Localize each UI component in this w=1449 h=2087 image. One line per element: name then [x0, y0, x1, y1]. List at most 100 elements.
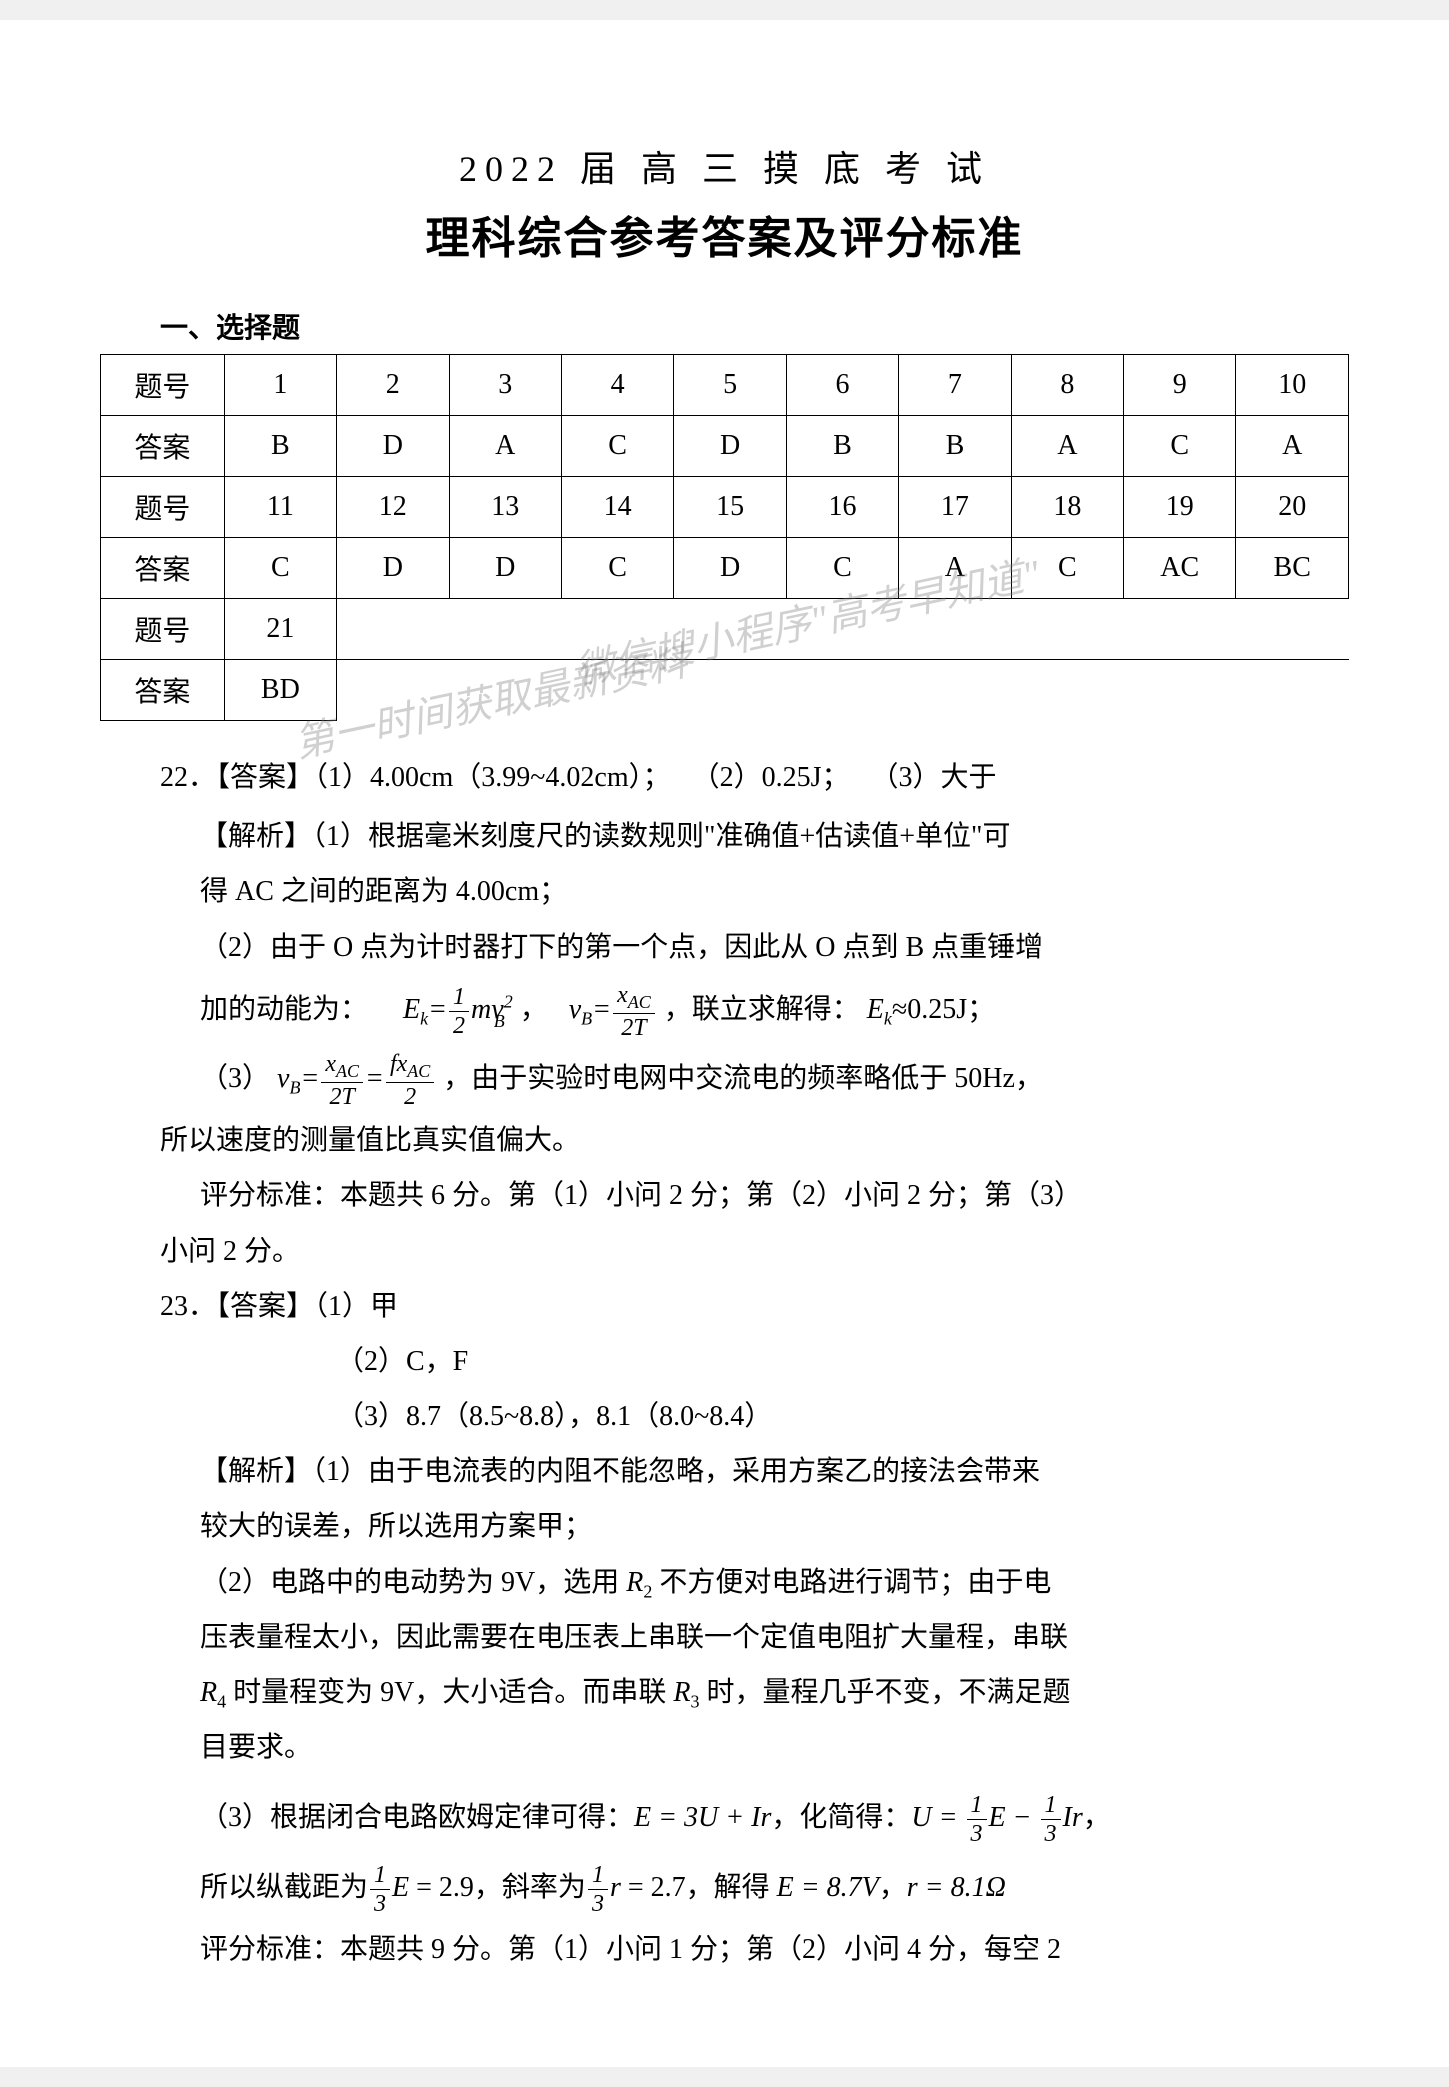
title-line-1: 2022 届 高 三 摸 底 考 试 [100, 140, 1349, 192]
answer-label: 【答案】 [216, 762, 314, 793]
formula: U = 13E − 13Ir [911, 1802, 1082, 1833]
section-heading-1: 一、选择题 [160, 306, 1349, 346]
table-cell: D [337, 416, 449, 477]
table-cell: D [337, 538, 449, 599]
table-cell: C [1124, 416, 1236, 477]
score-text: 评分标准：本题共 9 分。第（1）小问 1 分；第（2）小问 4 分，每空 2 [200, 1934, 1061, 1965]
explanation-text: （2）由于 O 点为计时器打下的第一个点，因此从 O 点到 B 点重锤增 [200, 932, 1043, 963]
text: ，斜率为 [474, 1872, 586, 1903]
answer-text: （1）4.00cm（3.99~4.02cm）； [314, 762, 671, 793]
table-cell: A [1011, 416, 1123, 477]
table-row: 题号 1 2 3 4 5 6 7 8 9 10 [101, 355, 1349, 416]
table-cell: 4 [561, 355, 673, 416]
answer-label: 【答案】 [216, 1291, 314, 1322]
explanation-text: （1）根据毫米刻度尺的读数规则"准确值+估读值+单位"可 [312, 821, 1010, 852]
text: ，化简得： [771, 1802, 911, 1833]
explanation-label: 【解析】 [200, 821, 312, 852]
table-cell: D [674, 416, 786, 477]
table-cell: 12 [337, 477, 449, 538]
text: ≈0.25J； [892, 994, 995, 1025]
explanation-text: 所以速度的测量值比真实值偏大。 [160, 1125, 580, 1156]
explanation-text: ，由于实验时电网中交流电的频率略低于 50Hz， [443, 1063, 1043, 1094]
table-cell: 6 [786, 355, 898, 416]
answer-text: （2）C，F [336, 1346, 468, 1377]
table-cell: D [674, 538, 786, 599]
table-cell: A [1236, 416, 1349, 477]
table-cell: D [449, 538, 561, 599]
question-number: 23． [160, 1291, 216, 1322]
table-cell: 7 [899, 355, 1011, 416]
text: ，联立求解得： [664, 994, 860, 1025]
row-label: 答案 [101, 538, 225, 599]
score-text: 评分标准：本题共 6 分。第（1）小问 2 分；第（2）小问 2 分；第（3） [200, 1180, 1082, 1211]
answer-text: （3）大于 [871, 762, 997, 793]
text: ， [1083, 1802, 1111, 1833]
explanation-text: 时量程变为 9V，大小适合。而串联 [226, 1677, 673, 1708]
row-label: 答案 [101, 660, 225, 721]
text: ，解得 [686, 1872, 777, 1903]
score-text: 小问 2 分。 [160, 1236, 300, 1267]
explanation-text: 加的动能为： [200, 994, 368, 1025]
table-cell: 3 [449, 355, 561, 416]
table-cell: C [561, 416, 673, 477]
text: = 2.9 [416, 1872, 474, 1903]
question-23: 23．【答案】（1）甲 （2）C，F （3）8.7（8.5~8.8），8.1（8… [160, 1280, 1349, 1976]
explanation-text: （2）电路中的电动势为 9V，选用 [200, 1567, 626, 1598]
table-row: 答案 C D D C D C A C AC BC [101, 538, 1349, 599]
table-cell: 16 [786, 477, 898, 538]
subscript: 4 [217, 1692, 226, 1712]
row-label: 题号 [101, 599, 225, 660]
empty-cell [337, 660, 1349, 721]
explanation-text: 所以纵截距为 [200, 1872, 368, 1903]
explanation-text: 不方便对电路进行调节；由于电 [652, 1567, 1051, 1598]
document-page: 2022 届 高 三 摸 底 考 试 理科综合参考答案及评分标准 一、选择题 题… [0, 20, 1449, 2067]
explanation-text: （1）由于电流表的内阻不能忽略，采用方案乙的接法会带来 [312, 1456, 1040, 1487]
row-label: 题号 [101, 477, 225, 538]
formula: vB=xAC2T=fxAC2 [277, 1063, 436, 1094]
table-cell: BC [1236, 538, 1349, 599]
explanation-text: 时，量程几乎不变，不满足题 [699, 1677, 1070, 1708]
table-cell: 20 [1236, 477, 1349, 538]
formula: E = 8.7V [777, 1872, 879, 1903]
formula: r = 8.1Ω [907, 1872, 1006, 1903]
table-cell: A [449, 416, 561, 477]
variable: R [626, 1567, 643, 1598]
table-cell: 11 [224, 477, 336, 538]
table-cell: C [1011, 538, 1123, 599]
table-cell: 17 [899, 477, 1011, 538]
table-cell: 14 [561, 477, 673, 538]
explanation-text: 目要求。 [200, 1732, 312, 1763]
table-cell: 5 [674, 355, 786, 416]
table-cell: 21 [224, 599, 336, 660]
explanation-label: 【解析】 [200, 1456, 312, 1487]
answer-table: 题号 1 2 3 4 5 6 7 8 9 10 答案 B D A C D B B… [100, 354, 1349, 721]
explanation-text: （3）根据闭合电路欧姆定律可得： [200, 1802, 634, 1833]
answer-text: （1）甲 [314, 1291, 398, 1322]
explanation-text: 较大的误差，所以选用方案甲； [200, 1511, 592, 1542]
table-cell: A [899, 538, 1011, 599]
table-cell: 2 [337, 355, 449, 416]
explanation-text: 得 AC 之间的距离为 4.00cm； [200, 876, 567, 907]
explanation-text: （3） [200, 1063, 270, 1094]
table-cell: B [899, 416, 1011, 477]
row-label: 答案 [101, 416, 225, 477]
table-cell: 10 [1236, 355, 1349, 416]
table-cell: 13 [449, 477, 561, 538]
explanation-text: 压表量程太小，因此需要在电压表上串联一个定值电阻扩大量程，串联 [200, 1622, 1068, 1653]
variable: R [200, 1677, 217, 1708]
table-cell: B [786, 416, 898, 477]
answer-text: （3）8.7（8.5~8.8），8.1（8.0~8.4） [336, 1401, 772, 1432]
table-row: 题号 21 [101, 599, 1349, 660]
table-cell: AC [1124, 538, 1236, 599]
table-row: 答案 B D A C D B B A C A [101, 416, 1349, 477]
table-cell: BD [224, 660, 336, 721]
variable: R [673, 1677, 690, 1708]
formula: Ek [867, 994, 892, 1025]
table-row: 题号 11 12 13 14 15 16 17 18 19 20 [101, 477, 1349, 538]
table-cell: C [786, 538, 898, 599]
table-cell: 9 [1124, 355, 1236, 416]
question-number: 22． [160, 762, 216, 793]
table-cell: 19 [1124, 477, 1236, 538]
formula: vB=xAC2T [569, 994, 657, 1025]
formula: 13E [368, 1872, 409, 1903]
